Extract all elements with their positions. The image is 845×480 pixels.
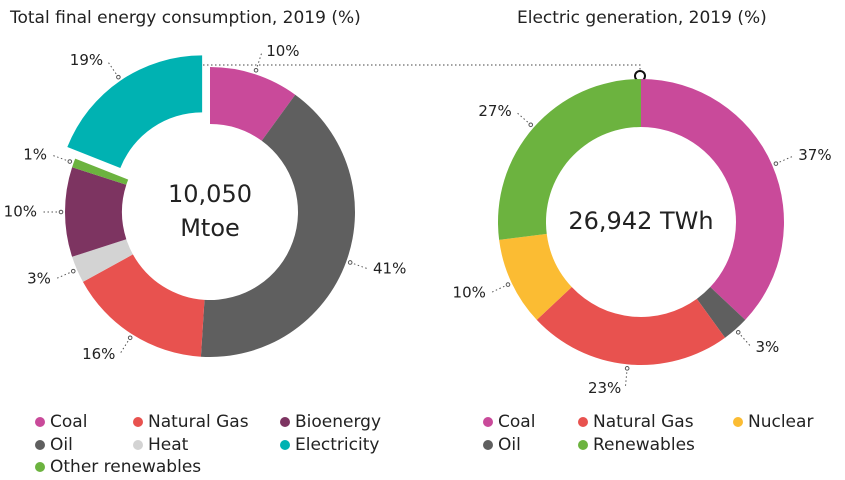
data-label: 41% <box>373 260 406 278</box>
leader-dot <box>127 335 133 341</box>
leader-dot <box>735 329 741 335</box>
legend-label: Nuclear <box>748 412 813 432</box>
legend-swatch <box>578 440 588 450</box>
legend-swatch <box>280 417 290 427</box>
center-label: 10,050 <box>168 180 252 208</box>
data-label: 10% <box>4 203 37 221</box>
pie-slice <box>536 287 726 365</box>
chart-title: Electric generation, 2019 (%) <box>517 8 767 28</box>
leader-line <box>54 270 74 280</box>
leader-line <box>106 60 119 78</box>
legend-swatch <box>35 462 45 472</box>
leader-line <box>119 337 131 355</box>
leader-dot <box>528 122 534 128</box>
legend-label: Bioenergy <box>295 412 381 432</box>
data-label: 16% <box>82 345 115 363</box>
pie-slice <box>499 233 572 320</box>
data-label: 10% <box>453 284 486 302</box>
leader-dot <box>253 67 259 73</box>
legend-swatch <box>133 440 143 450</box>
legend-label: Oil <box>498 435 521 455</box>
leader-dot <box>116 74 121 80</box>
legend-swatch <box>133 417 143 427</box>
leader-line <box>737 331 752 348</box>
pie-slice <box>64 167 127 257</box>
pie-slice <box>200 94 355 357</box>
legend-swatch <box>733 417 743 427</box>
legend-label: Oil <box>50 435 73 455</box>
legend-label: Renewables <box>593 435 695 455</box>
data-label: 3% <box>755 338 779 356</box>
leader-dot <box>70 268 76 274</box>
pie-slice <box>210 67 296 141</box>
legend-label: Heat <box>148 435 189 455</box>
leader-dot <box>67 159 73 164</box>
leader-dot <box>58 209 64 215</box>
leader-dot <box>505 282 511 287</box>
legend-swatch <box>35 440 45 450</box>
pie-slice <box>497 79 641 240</box>
legend-label: Electricity <box>295 435 379 455</box>
legend-swatch <box>280 440 290 450</box>
leader-line <box>50 154 70 162</box>
legend-swatch <box>483 440 493 450</box>
data-label: 19% <box>70 51 103 69</box>
leader-line <box>624 368 628 389</box>
center-label: Mtoe <box>180 214 240 242</box>
data-label: 1% <box>23 145 47 163</box>
pie-slice <box>72 239 133 282</box>
leader-line <box>515 111 532 126</box>
leader-line <box>489 284 509 294</box>
data-label: 23% <box>588 379 621 397</box>
data-label: 27% <box>478 102 511 120</box>
pie-slice <box>82 254 205 357</box>
pie-slice <box>641 79 784 320</box>
leader-dot <box>773 161 779 166</box>
legend-label: Natural Gas <box>593 412 694 432</box>
legend-swatch <box>483 417 493 427</box>
legend-label: Natural Gas <box>148 412 249 432</box>
center-label: 26,942 TWh <box>568 207 713 235</box>
leader-dot <box>347 260 353 265</box>
legend-swatch <box>35 417 45 427</box>
leader-line <box>350 262 370 270</box>
chart-title: Total final energy consumption, 2019 (%) <box>9 8 361 28</box>
legend-label: Coal <box>498 412 535 432</box>
data-label: 3% <box>27 270 51 288</box>
pie-slice <box>67 55 203 169</box>
pie-slice <box>696 287 746 338</box>
data-label: 37% <box>798 146 831 164</box>
data-label: 10% <box>266 42 299 60</box>
leader-dot <box>624 366 630 371</box>
legend-swatch <box>578 417 588 427</box>
pie-slice <box>72 158 129 185</box>
legend-label: Coal <box>50 412 87 432</box>
legend-label: Other renewables <box>50 457 201 477</box>
leader-line <box>255 51 263 71</box>
leader-line <box>775 155 795 165</box>
